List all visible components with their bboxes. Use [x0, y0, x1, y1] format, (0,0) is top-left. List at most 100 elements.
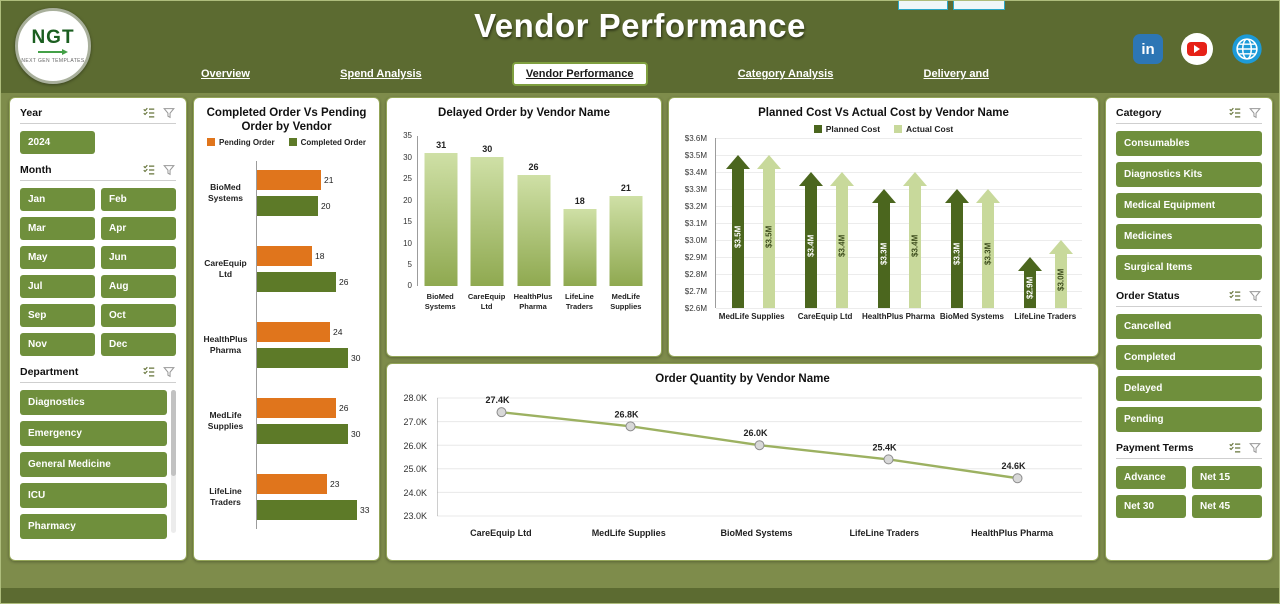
filter-option-medical-equipment[interactable]: Medical Equipment	[1116, 193, 1262, 218]
filter-option-surgical-items[interactable]: Surgical Items	[1116, 255, 1262, 280]
delayed-bar[interactable]	[424, 153, 458, 287]
filter-option-net-45[interactable]: Net 45	[1192, 495, 1262, 518]
actual-cost-arrow[interactable]: $3.4M	[829, 172, 854, 309]
bar-value: 26	[339, 402, 349, 413]
cost-label: $2.9M	[1025, 277, 1035, 300]
filter-icon[interactable]	[162, 106, 176, 120]
planned-cost-arrow[interactable]: $2.9M	[1018, 257, 1043, 309]
filter-option-jan[interactable]: Jan	[20, 188, 95, 211]
completed-order-bar[interactable]	[257, 271, 336, 292]
data-point[interactable]	[1012, 473, 1023, 484]
multi-select-icon[interactable]	[142, 106, 156, 120]
actual-cost-arrow[interactable]: $3.3M	[976, 189, 1001, 309]
completed-order-bar[interactable]	[257, 499, 357, 520]
pending-order-bar[interactable]	[257, 169, 321, 190]
y-axis-label: $2.7M	[684, 287, 707, 297]
completed-order-bar[interactable]	[257, 423, 348, 444]
scrollbar[interactable]	[171, 390, 176, 534]
filter-option-nov[interactable]: Nov	[20, 333, 95, 356]
delayed-bar[interactable]	[563, 209, 597, 287]
ngt-logo: NGT NEXT GEN TEMPLATES	[15, 8, 91, 84]
globe-icon[interactable]	[1231, 33, 1263, 65]
filter-icon[interactable]	[162, 163, 176, 177]
filter-option-icu[interactable]: ICU	[20, 483, 167, 508]
filter-icon[interactable]	[162, 365, 176, 379]
plot-area: $3.5M $3.5M $3.4M $3.4M $3.3M $3.4M $3.3M $3.3M…	[715, 138, 1082, 310]
delayed-bar[interactable]	[517, 175, 550, 287]
filter-option-aug[interactable]: Aug	[101, 275, 176, 298]
filter-option-net-30[interactable]: Net 30	[1116, 495, 1186, 518]
filter-option-jun[interactable]: Jun	[101, 246, 176, 269]
planned-cost-arrow[interactable]: $3.5M	[725, 155, 750, 309]
actual-cost-arrow[interactable]: $3.4M	[903, 172, 927, 309]
y-axis-label: 25.0K	[403, 464, 427, 475]
multi-select-icon[interactable]	[1228, 289, 1242, 303]
chart-title: Planned Cost Vs Actual Cost by Vendor Na…	[758, 107, 1009, 119]
x-axis-label: BioMed Systems	[939, 312, 1004, 322]
delayed-bar[interactable]	[470, 157, 504, 287]
filter-option-feb[interactable]: Feb	[101, 188, 176, 211]
multi-select-icon[interactable]	[1228, 441, 1242, 455]
pending-order-bar[interactable]	[257, 321, 330, 342]
actual-cost-arrow[interactable]: $3.0M	[1049, 240, 1074, 309]
filter-option-mar[interactable]: Mar	[20, 217, 95, 240]
multi-select-icon[interactable]	[1228, 106, 1242, 120]
legend-swatch	[894, 125, 903, 134]
tab-delivery-and[interactable]: Delivery and	[923, 68, 989, 80]
filter-option-consumables[interactable]: Consumables	[1116, 131, 1262, 156]
y-axis-label: $3.5M	[684, 151, 707, 161]
tab-vendor-performance[interactable]: Vendor Performance	[511, 62, 648, 86]
pending-order-bar[interactable]	[257, 473, 327, 494]
filter-option-sep[interactable]: Sep	[20, 304, 95, 327]
filter-option-delayed[interactable]: Delayed	[1116, 376, 1262, 401]
pending-order-bar[interactable]	[257, 245, 312, 266]
linkedin-icon[interactable]: in	[1133, 34, 1163, 64]
cost-label: $3.4M	[806, 234, 816, 257]
tab-overview[interactable]: Overview	[201, 68, 250, 80]
filter-option-medicines[interactable]: Medicines	[1116, 224, 1262, 249]
tab-category-analysis[interactable]: Category Analysis	[737, 68, 834, 80]
tab-spend-analysis[interactable]: Spend Analysis	[340, 68, 422, 80]
data-point[interactable]	[496, 407, 507, 418]
filter-icon[interactable]	[1248, 289, 1262, 303]
data-point[interactable]	[883, 454, 894, 465]
filter-option-net-15[interactable]: Net 15	[1192, 466, 1262, 489]
filter-option-jul[interactable]: Jul	[20, 275, 95, 298]
filter-option-diagnostics-kits[interactable]: Diagnostics Kits	[1116, 162, 1262, 187]
filter-option-dec[interactable]: Dec	[101, 333, 176, 356]
multi-select-icon[interactable]	[142, 365, 156, 379]
filter-icon[interactable]	[1248, 441, 1262, 455]
filter-option-cancelled[interactable]: Cancelled	[1116, 314, 1262, 339]
actual-cost-arrow[interactable]: $3.5M	[756, 155, 781, 309]
delayed-bar[interactable]	[609, 196, 643, 287]
filter-option-advance[interactable]: Advance	[1116, 466, 1186, 489]
filter-option-completed[interactable]: Completed	[1116, 345, 1262, 370]
y-axis: $3.6M $3.5M $3.4M $3.3M $3.2M $3.1M $3.0M $2.9M…	[677, 134, 711, 313]
top-edge-artifact	[898, 1, 948, 10]
filter-option-diagnostics[interactable]: Diagnostics	[20, 390, 167, 415]
vendor-label: CareEquip Ltd	[204, 257, 247, 279]
filter-option-2024[interactable]: 2024	[20, 131, 95, 154]
y-axis-label: $3.4M	[684, 168, 707, 178]
planned-cost-arrow[interactable]: $3.3M	[945, 189, 970, 309]
planned-cost-arrow[interactable]: $3.4M	[798, 172, 823, 309]
filter-option-emergency[interactable]: Emergency	[20, 421, 167, 446]
filter-option-may[interactable]: May	[20, 246, 95, 269]
filter-option-pharmacy[interactable]: Pharmacy	[20, 514, 167, 539]
data-point[interactable]	[754, 440, 765, 451]
completed-order-bar[interactable]	[257, 347, 348, 368]
data-point[interactable]	[625, 421, 636, 432]
scrollbar-thumb[interactable]	[171, 390, 176, 476]
filter-icon[interactable]	[1248, 106, 1262, 120]
multi-select-icon[interactable]	[142, 163, 156, 177]
completed-order-bar[interactable]	[257, 195, 318, 216]
youtube-icon[interactable]	[1181, 33, 1213, 65]
x-axis-label: LifeLine Traders	[1014, 312, 1077, 322]
filter-option-oct[interactable]: Oct	[101, 304, 176, 327]
planned-cost-arrow[interactable]: $3.3M	[872, 189, 896, 309]
filter-option-pending[interactable]: Pending	[1116, 407, 1262, 432]
pending-order-bar[interactable]	[257, 397, 336, 418]
filter-option-general-medicine[interactable]: General Medicine	[20, 452, 167, 477]
filter-option-apr[interactable]: Apr	[101, 217, 176, 240]
footer-bar	[1, 588, 1279, 603]
